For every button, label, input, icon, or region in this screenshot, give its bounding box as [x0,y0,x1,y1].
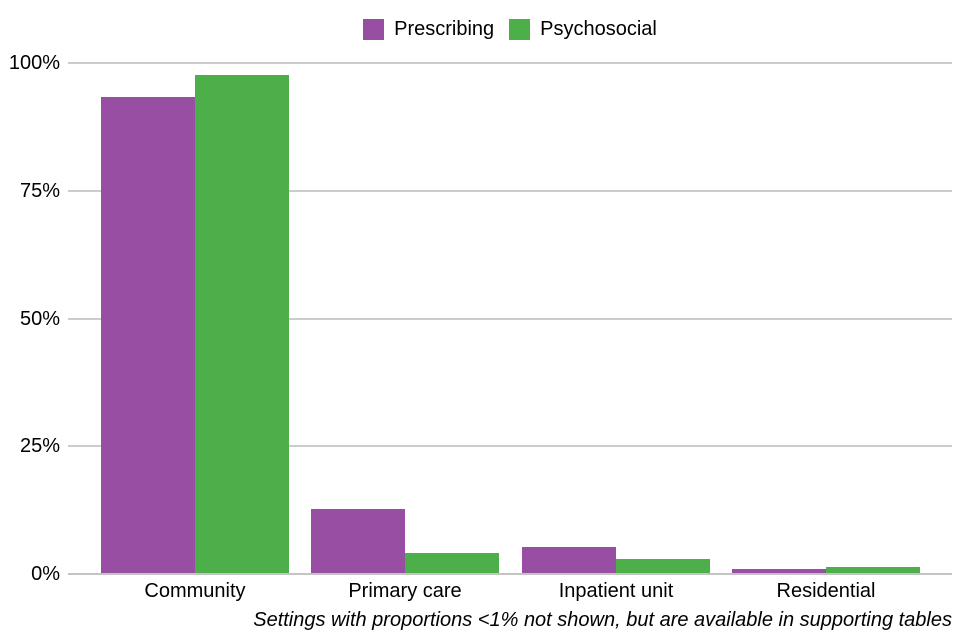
y-tick-label-100%: 100% [8,52,60,74]
x-axis-baseline [68,573,952,575]
prescribing-swatch-icon [363,18,385,40]
gridline-50% [68,318,952,320]
x-category-label-residential: Residential [776,580,876,602]
y-tick-label-75%: 75% [19,180,60,202]
x-category-label-community: Community [144,580,246,602]
legend-label-prescribing: Prescribing [394,18,495,40]
gridline-75% [68,190,952,192]
y-tick-label-50%: 50% [19,308,60,330]
x-category-label-inpatient-unit: Inpatient unit [558,580,674,602]
psychosocial-swatch-icon [509,18,531,40]
bar-primary-care-psychosocial [405,553,499,574]
plot-area [68,62,952,575]
gridline-100% [68,62,952,64]
legend-label-psychosocial: Psychosocial [540,18,657,40]
footnote-caption: Settings with proportions <1% not shown,… [253,609,952,631]
bar-primary-care-prescribing [311,509,405,574]
legend: Prescribing Psychosocial [68,17,952,41]
gridline-25% [68,445,952,447]
bar-residential-prescribing [732,569,826,574]
x-category-label-primary-care: Primary care [348,580,462,602]
legend-item-prescribing: Prescribing [363,17,494,41]
bar-community-psychosocial [195,75,289,574]
bar-residential-psychosocial [826,567,920,574]
legend-item-psychosocial: Psychosocial [509,17,657,41]
y-tick-label-0%: 0% [31,563,60,585]
y-tick-label-25%: 25% [19,435,60,457]
bar-inpatient-unit-psychosocial [616,559,710,574]
bar-community-prescribing [101,97,195,574]
bar-inpatient-unit-prescribing [522,547,616,574]
